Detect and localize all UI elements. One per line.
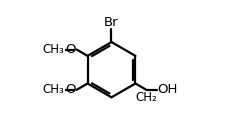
Text: CH₃: CH₃	[43, 83, 64, 96]
Text: CH₃: CH₃	[43, 43, 64, 56]
Text: CH₂: CH₂	[135, 91, 157, 104]
Text: O: O	[65, 83, 76, 96]
Text: O: O	[65, 43, 76, 56]
Text: OH: OH	[157, 83, 177, 96]
Text: Br: Br	[104, 16, 118, 29]
